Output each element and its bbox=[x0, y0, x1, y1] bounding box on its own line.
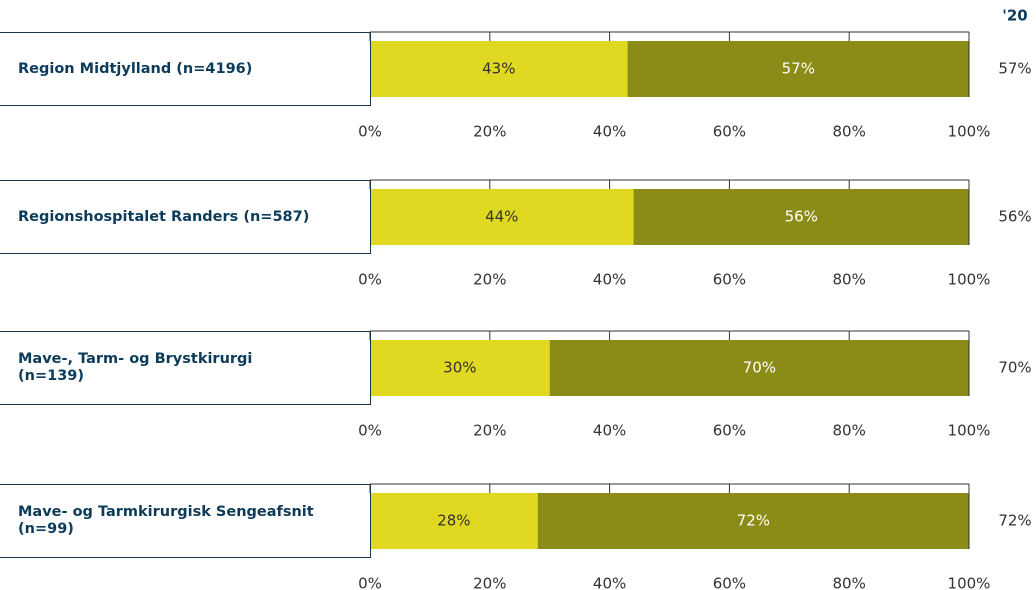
x-tick-label: 20% bbox=[473, 575, 506, 590]
x-tick-label: 80% bbox=[833, 123, 866, 141]
x-tick-label: 0% bbox=[358, 123, 382, 141]
value-label: 43% bbox=[482, 60, 515, 78]
bar-segment bbox=[537, 493, 969, 549]
bar-segment bbox=[370, 189, 634, 245]
x-tick-label: 80% bbox=[833, 422, 866, 440]
x-tick-label: 80% bbox=[833, 575, 866, 590]
value-label: 72% bbox=[737, 512, 770, 530]
x-tick-label: 100% bbox=[948, 123, 991, 141]
bar-segment bbox=[370, 41, 628, 97]
category-label: Mave-, Tarm- og Brystkirurgi (n=139) bbox=[0, 331, 371, 405]
x-tick-label: 100% bbox=[948, 271, 991, 289]
comparison-label: 57% bbox=[998, 60, 1031, 78]
category-label: Mave- og Tarmkirurgisk Sengeafsnit (n=99… bbox=[0, 484, 371, 558]
category-label: Region Midtjylland (n=4196) bbox=[0, 32, 371, 106]
x-tick-label: 60% bbox=[713, 575, 746, 590]
comparison-label: 56% bbox=[998, 208, 1031, 226]
x-tick-label: 0% bbox=[358, 422, 382, 440]
bar-segment bbox=[627, 41, 969, 97]
x-tick-label: 20% bbox=[473, 422, 506, 440]
bar-segment bbox=[549, 340, 969, 396]
x-tick-label: 0% bbox=[358, 575, 382, 590]
column-header: '20 bbox=[1002, 7, 1027, 25]
value-label: 44% bbox=[485, 208, 518, 226]
x-tick-label: 40% bbox=[593, 123, 626, 141]
x-tick-label: 100% bbox=[948, 575, 991, 590]
bar-segment bbox=[633, 189, 969, 245]
value-label: 30% bbox=[443, 359, 476, 377]
comparison-label: 70% bbox=[998, 359, 1031, 377]
x-tick-label: 40% bbox=[593, 422, 626, 440]
x-tick-label: 60% bbox=[713, 271, 746, 289]
x-tick-label: 0% bbox=[358, 271, 382, 289]
category-label: Regionshospitalet Randers (n=587) bbox=[0, 180, 371, 254]
value-label: 56% bbox=[785, 208, 818, 226]
x-tick-label: 60% bbox=[713, 123, 746, 141]
bar-segment bbox=[370, 340, 550, 396]
value-label: 70% bbox=[743, 359, 776, 377]
x-tick-label: 100% bbox=[948, 422, 991, 440]
x-tick-label: 40% bbox=[593, 575, 626, 590]
x-tick-label: 60% bbox=[713, 422, 746, 440]
value-label: 28% bbox=[437, 512, 470, 530]
value-label: 57% bbox=[782, 60, 815, 78]
x-tick-label: 20% bbox=[473, 123, 506, 141]
bar-segment bbox=[370, 493, 538, 549]
x-tick-label: 80% bbox=[833, 271, 866, 289]
x-tick-label: 20% bbox=[473, 271, 506, 289]
x-tick-label: 40% bbox=[593, 271, 626, 289]
comparison-label: 72% bbox=[998, 512, 1031, 530]
